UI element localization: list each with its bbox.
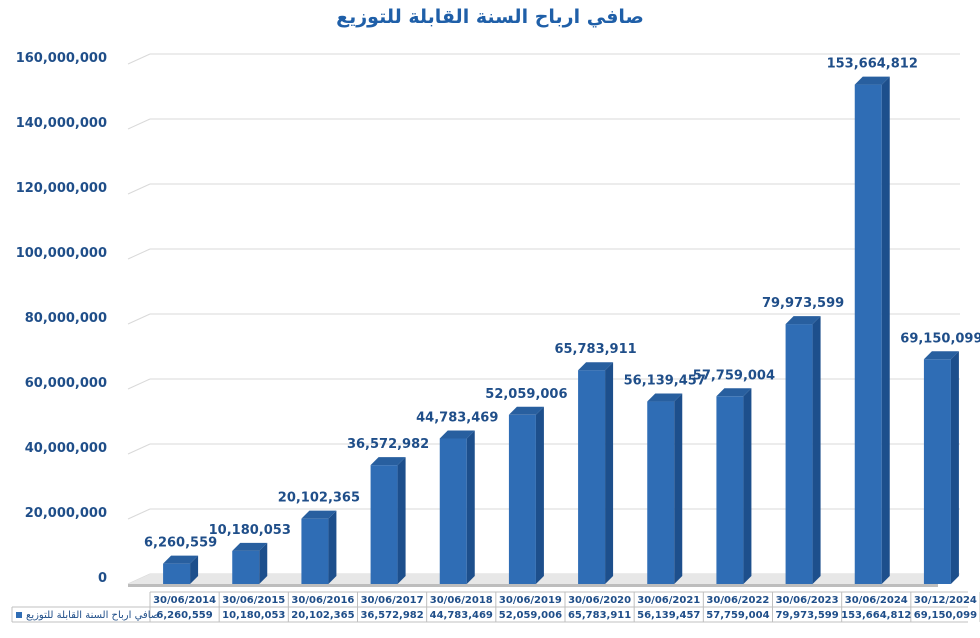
table-category: 30/06/2017 xyxy=(361,595,424,606)
table-value: 79,973,599 xyxy=(775,610,838,621)
bar-side xyxy=(674,393,683,584)
bar xyxy=(647,401,675,584)
bar-side xyxy=(881,76,890,585)
data-label: 36,572,982 xyxy=(347,437,429,452)
bar xyxy=(716,396,744,584)
y-tick-label: 160,000,000 xyxy=(16,51,107,66)
table-category: 30/06/2024 xyxy=(845,595,908,606)
bar-top xyxy=(232,542,268,551)
bar-side xyxy=(743,388,752,584)
bar-top xyxy=(923,351,959,360)
y-tick-label: 20,000,000 xyxy=(25,506,107,521)
table-series-name: صافي ارباح السنة القابلة للتوزيع xyxy=(26,610,159,621)
bar xyxy=(232,550,260,584)
table-value: 56,139,457 xyxy=(637,610,700,621)
table-value: 65,783,911 xyxy=(568,610,631,621)
bar xyxy=(301,518,329,584)
table-value: 6,260,559 xyxy=(156,610,212,621)
bar xyxy=(923,359,951,584)
table-value: 153,664,812 xyxy=(841,610,911,621)
bar-top xyxy=(301,510,337,519)
bar-top xyxy=(578,362,614,371)
bar-top xyxy=(716,388,752,397)
bar xyxy=(508,414,536,584)
table-category: 30/06/2015 xyxy=(222,595,285,606)
chart-floor xyxy=(128,574,960,584)
bar-top xyxy=(163,555,199,564)
gridline-depth xyxy=(127,118,151,130)
bar xyxy=(370,465,398,584)
data-label: 10,180,053 xyxy=(209,523,291,538)
data-label: 57,759,004 xyxy=(693,368,775,383)
bar-side xyxy=(397,457,406,584)
bar-top xyxy=(370,457,406,466)
table-value: 20,102,365 xyxy=(291,610,354,621)
y-tick-label: 100,000,000 xyxy=(16,246,107,261)
table-value: 57,759,004 xyxy=(706,610,769,621)
data-label: 79,973,599 xyxy=(762,296,844,311)
bar-top xyxy=(785,316,821,325)
data-label: 52,059,006 xyxy=(485,387,567,402)
bar-top xyxy=(439,430,475,439)
bar-side xyxy=(466,430,475,584)
bar xyxy=(578,370,606,584)
table-category: 30/06/2020 xyxy=(568,595,631,606)
bar-top xyxy=(647,393,683,402)
y-tick-label: 120,000,000 xyxy=(16,181,107,196)
data-label: 6,260,559 xyxy=(144,536,217,551)
bar-side xyxy=(950,351,959,584)
chart-title: صافي ارباح السنة القابلة للتوزيع xyxy=(336,6,644,28)
y-tick-label: 0 xyxy=(98,571,107,586)
bar xyxy=(439,438,467,584)
bar-side xyxy=(812,316,821,584)
table-category: 30/06/2016 xyxy=(291,595,354,606)
table-category: 30/06/2022 xyxy=(706,595,769,606)
bar-side xyxy=(328,510,337,584)
bar xyxy=(785,324,813,584)
bar-side xyxy=(605,362,614,584)
bar xyxy=(854,84,882,585)
bar-side xyxy=(190,555,199,584)
gridline-depth xyxy=(127,53,151,65)
table-category: 30/12/2024 xyxy=(914,595,977,606)
table-value: 10,180,053 xyxy=(222,610,285,621)
gridline-depth xyxy=(127,508,151,520)
y-tick-label: 140,000,000 xyxy=(16,116,107,131)
table-value: 44,783,469 xyxy=(430,610,493,621)
gridline-depth xyxy=(127,443,151,455)
table-category: 30/06/2018 xyxy=(430,595,493,606)
gridline-depth xyxy=(127,313,151,325)
y-tick-label: 80,000,000 xyxy=(25,311,107,326)
data-label: 44,783,469 xyxy=(416,410,498,425)
data-label: 153,664,812 xyxy=(827,57,918,72)
bar xyxy=(163,563,191,584)
table-value: 36,572,982 xyxy=(360,610,423,621)
gridline-depth xyxy=(127,183,151,195)
data-label: 65,783,911 xyxy=(554,342,636,357)
data-label: 20,102,365 xyxy=(278,491,360,506)
bar-side xyxy=(259,542,268,584)
gridline-depth xyxy=(127,378,151,390)
table-category: 30/06/2021 xyxy=(637,595,700,606)
bar-side xyxy=(535,406,544,584)
legend-key xyxy=(16,612,22,618)
gridline-depth xyxy=(127,248,151,260)
table-value: 52,059,006 xyxy=(499,610,562,621)
table-category: 30/06/2019 xyxy=(499,595,562,606)
y-tick-label: 40,000,000 xyxy=(25,441,107,456)
bar-top xyxy=(508,406,544,415)
table-category: 30/06/2014 xyxy=(153,595,216,606)
bar-top xyxy=(854,76,890,85)
chart-floor-edge xyxy=(128,584,938,587)
y-tick-label: 60,000,000 xyxy=(25,376,107,391)
data-label: 69,150,099 xyxy=(900,331,980,346)
table-value: 69,150,099 xyxy=(914,610,977,621)
data-label: 56,139,457 xyxy=(624,374,706,389)
table-category: 30/06/2023 xyxy=(776,595,839,606)
